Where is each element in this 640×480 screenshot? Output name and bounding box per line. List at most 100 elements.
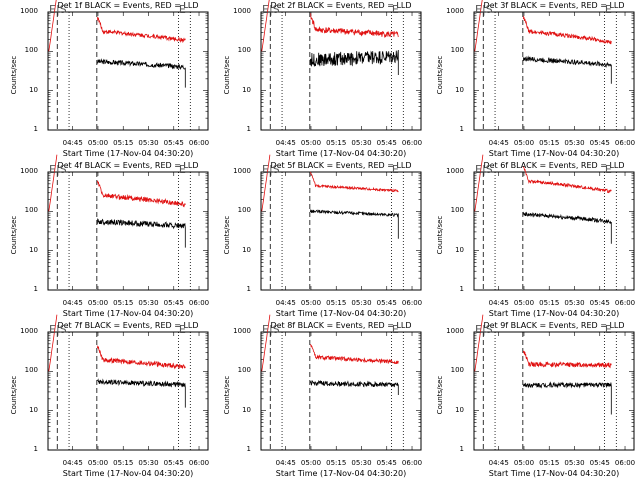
- y-tick-label: 1: [33, 445, 38, 453]
- plot-frame: [473, 171, 635, 291]
- y-tick-label: 1: [459, 125, 464, 133]
- x-tick-label: 05:15: [326, 139, 347, 147]
- lld-rise-line: [261, 154, 271, 212]
- x-axis-label: Start Time (17-Nov-04 04:30:20): [62, 309, 194, 318]
- saa-start-label: E|S: [49, 3, 67, 16]
- x-axis-label: Start Time (17-Nov-04 04:30:20): [488, 309, 620, 318]
- x-tick-label: 05:30: [351, 139, 372, 147]
- y-tick-label: 1000: [233, 167, 251, 175]
- x-tick-label: 05:45: [163, 139, 184, 147]
- x-tick-label: 04:45: [62, 139, 83, 147]
- y-tick-label: 1: [459, 285, 464, 293]
- x-tick-label: 05:30: [564, 139, 585, 147]
- x-tick-label: 06:00: [401, 299, 423, 307]
- saa-end-label: E: [391, 163, 399, 176]
- lld-rise-line: [474, 154, 484, 212]
- x-axis-label: Start Time (17-Nov-04 04:30:20): [488, 149, 620, 158]
- x-tick-label: 06:00: [614, 459, 636, 467]
- x-tick-label: 04:45: [62, 459, 83, 467]
- saa-end-label: E: [604, 3, 612, 16]
- x-tick-label: 05:45: [589, 139, 610, 147]
- plot-svg: [473, 0, 635, 131]
- plot-svg: [473, 154, 635, 291]
- y-tick-label: 1000: [20, 167, 38, 175]
- x-tick-label: 05:15: [113, 139, 134, 147]
- x-tick-label: 05:15: [326, 459, 347, 467]
- saa-start-label: E|S: [475, 163, 493, 176]
- x-tick-label: 06:00: [614, 139, 636, 147]
- y-axis-label: Counts/sec: [10, 55, 18, 95]
- saa-start-label: E|S: [262, 163, 280, 176]
- plot-title: Det 9f BLACK = Events, RED = LLD: [483, 321, 625, 330]
- x-tick-label: 06:00: [188, 139, 210, 147]
- detector-panel: Det 9f BLACK = Events, RED = LLD E|S E 1000…: [426, 314, 639, 480]
- x-tick-label: 05:30: [138, 299, 159, 307]
- x-tick-label: 06:00: [188, 459, 210, 467]
- x-tick-label: 05:15: [539, 139, 560, 147]
- detector-panel: Det 1f BLACK = Events, RED = LLD E|S E 1000…: [0, 0, 213, 160]
- y-tick-label: 10: [455, 245, 464, 254]
- y-tick-label: 1: [33, 125, 38, 133]
- x-axis-label: Start Time (17-Nov-04 04:30:20): [62, 149, 194, 158]
- y-tick-label: 10: [455, 85, 464, 94]
- y-tick-label: 10: [29, 245, 38, 254]
- y-axis-label: Counts/sec: [436, 55, 444, 95]
- detector-panel: Det 5f BLACK = Events, RED = LLD E|S E 1000…: [213, 154, 426, 320]
- events-series-line: [522, 211, 612, 244]
- x-tick-label: 05:45: [163, 299, 184, 307]
- lld-rise-line: [48, 154, 58, 212]
- lld-rise-line: [261, 314, 271, 372]
- y-tick-label: 100: [450, 206, 464, 215]
- plot-frame: [260, 11, 422, 131]
- plot-frame: [47, 11, 209, 131]
- saa-start-label: E|S: [262, 323, 280, 336]
- plot-title: Det 3f BLACK = Events, RED = LLD: [483, 1, 625, 10]
- detector-panel: Det 3f BLACK = Events, RED = LLD E|S E 1000…: [426, 0, 639, 160]
- detector-panel: Det 6f BLACK = Events, RED = LLD E|S E 1000…: [426, 154, 639, 320]
- lld-series-line: [522, 166, 612, 194]
- plot-svg: [260, 154, 422, 291]
- lld-rise-line: [261, 0, 270, 52]
- x-tick-label: 05:15: [539, 459, 560, 467]
- x-tick-label: 05:00: [87, 299, 109, 307]
- x-tick-label: 05:00: [300, 459, 322, 467]
- y-tick-label: 1000: [20, 7, 38, 15]
- y-tick-label: 1000: [446, 7, 464, 15]
- x-tick-label: 05:45: [376, 299, 397, 307]
- lld-rise-line: [48, 0, 57, 52]
- x-tick-label: 04:45: [488, 459, 509, 467]
- y-tick-label: 10: [29, 405, 38, 414]
- saa-end-label: E: [391, 323, 399, 336]
- plot-frame: [260, 331, 422, 451]
- y-tick-label: 100: [24, 366, 38, 375]
- x-tick-label: 05:00: [300, 299, 322, 307]
- y-tick-label: 100: [237, 46, 251, 55]
- y-tick-label: 1: [246, 285, 251, 293]
- y-tick-label: 1000: [233, 7, 251, 15]
- y-axis-label: Counts/sec: [10, 215, 18, 255]
- plot-title: Det 7f BLACK = Events, RED = LLD: [57, 321, 199, 330]
- x-tick-label: 05:15: [113, 459, 134, 467]
- x-tick-label: 06:00: [401, 459, 423, 467]
- lld-series-line: [96, 180, 186, 208]
- events-series-line: [97, 378, 186, 408]
- x-tick-label: 04:45: [488, 139, 509, 147]
- saa-start-label: E|S: [262, 3, 280, 16]
- y-axis-label: Counts/sec: [223, 215, 231, 255]
- y-tick-label: 1000: [20, 327, 38, 335]
- detector-panel: Det 4f BLACK = Events, RED = LLD E|S E 1000…: [0, 154, 213, 320]
- y-tick-label: 10: [242, 85, 251, 94]
- saa-end-label: E: [391, 3, 399, 16]
- x-tick-label: 05:30: [351, 299, 372, 307]
- y-tick-label: 100: [24, 46, 38, 55]
- y-axis-label: Counts/sec: [10, 375, 18, 415]
- x-tick-label: 05:30: [138, 459, 159, 467]
- x-tick-label: 05:00: [87, 459, 109, 467]
- y-tick-label: 1000: [446, 327, 464, 335]
- saa-end-label: E: [604, 323, 612, 336]
- x-tick-label: 04:45: [275, 459, 296, 467]
- plot-title: Det 1f BLACK = Events, RED = LLD: [57, 1, 199, 10]
- plot-frame: [260, 171, 422, 291]
- x-tick-label: 06:00: [188, 299, 210, 307]
